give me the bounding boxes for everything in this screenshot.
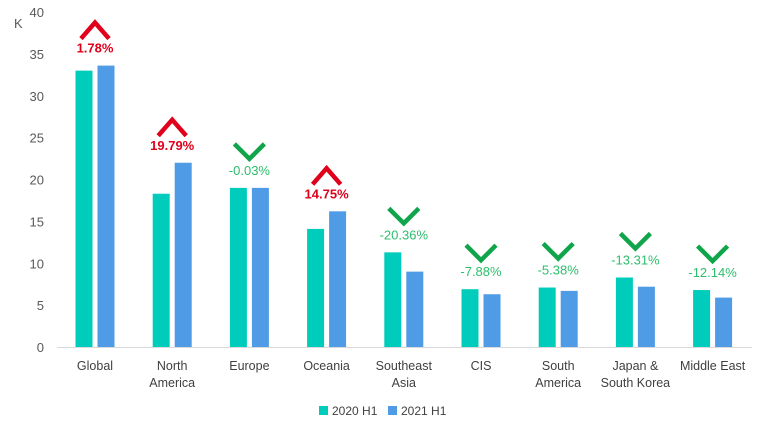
bar-2021-h1 <box>560 290 578 347</box>
bar-2021-h1 <box>329 211 347 347</box>
arrow-down-icon <box>387 206 421 227</box>
category-label: Middle East <box>680 359 746 373</box>
bar-2020-h1 <box>75 70 93 347</box>
y-axis-label: K <box>14 16 23 31</box>
bar-2020-h1 <box>461 289 479 347</box>
category-label: America <box>535 376 581 390</box>
legend-swatch <box>388 406 397 415</box>
legend-label: 2020 H1 <box>332 404 378 418</box>
bar-2020-h1 <box>693 290 711 347</box>
change-percent-label: -12.14% <box>688 265 737 280</box>
bar-2020-h1 <box>384 252 402 347</box>
y-tick-label: 25 <box>30 131 44 146</box>
y-tick-label: 20 <box>30 173 44 188</box>
arrow-up-icon <box>156 116 188 138</box>
category-label: America <box>149 376 195 390</box>
bar-2021-h1 <box>174 162 192 347</box>
bar-2021-h1 <box>715 297 733 347</box>
bar-2020-h1 <box>229 187 247 347</box>
arrow-up-icon <box>79 19 111 41</box>
bar-2021-h1 <box>251 187 269 347</box>
change-percent-label: 19.79% <box>150 138 195 153</box>
legend: 2020 H1 2021 H1 <box>319 404 447 418</box>
change-percent-label: -5.38% <box>538 263 580 278</box>
category-label: Global <box>77 359 113 373</box>
bar-2021-h1 <box>483 294 501 347</box>
category-label: South Korea <box>601 376 671 390</box>
legend-swatch <box>319 406 328 415</box>
change-percent-label: -20.36% <box>380 227 429 242</box>
y-tick-label: 40 <box>30 5 44 20</box>
category-label: North <box>157 359 188 373</box>
category-labels: Global North America Europe Oceania Southeast… <box>77 359 746 390</box>
bar-2020-h1 <box>538 287 556 347</box>
bar-2021-h1 <box>637 286 655 347</box>
y-tick-label: 15 <box>30 214 44 229</box>
bars <box>75 65 733 347</box>
y-tick-label: 30 <box>30 89 44 104</box>
y-tick-label: 0 <box>37 340 44 355</box>
bar-2020-h1 <box>307 228 325 347</box>
legend-label: 2021 H1 <box>401 404 447 418</box>
y-tick-label: 35 <box>30 47 44 62</box>
change-percent-label: 14.75% <box>305 186 350 201</box>
y-tick-label: 10 <box>30 256 44 271</box>
y-tick-label: 5 <box>37 298 44 313</box>
arrow-down-icon <box>541 241 575 262</box>
change-percent-label: -13.31% <box>611 252 660 267</box>
y-axis-ticks: 0 5 10 15 20 25 30 35 40 <box>30 5 44 355</box>
category-label: Southeast <box>376 359 433 373</box>
category-label: Japan & <box>612 359 659 373</box>
category-label: Asia <box>392 376 416 390</box>
arrow-up-icon <box>310 164 343 186</box>
category-label: Europe <box>229 359 269 373</box>
annotations: 1.78% 19.79% -0.03% 14.75% -20.36% -7.88% -5.3… <box>77 19 737 280</box>
arrow-down-icon <box>232 142 266 163</box>
bar-2021-h1 <box>406 271 424 347</box>
change-percent-label: -7.88% <box>460 264 502 279</box>
bar-2021-h1 <box>97 65 115 347</box>
bar-2020-h1 <box>152 193 170 347</box>
category-label: Oceania <box>303 359 350 373</box>
arrow-down-icon <box>618 231 652 252</box>
bar-2020-h1 <box>615 277 633 347</box>
arrow-down-icon <box>696 244 730 265</box>
change-percent-label: -0.03% <box>229 163 271 178</box>
category-label: CIS <box>471 359 492 373</box>
change-percent-label: 1.78% <box>77 41 114 56</box>
arrow-down-icon <box>464 243 498 264</box>
category-label: South <box>542 359 575 373</box>
